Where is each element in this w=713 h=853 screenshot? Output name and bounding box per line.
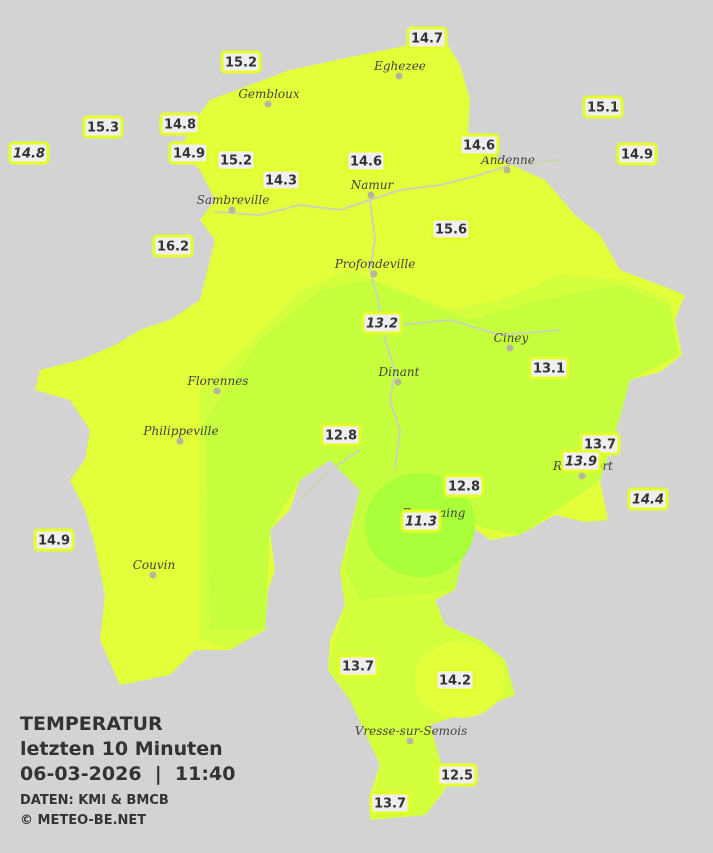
city-label: Florennes xyxy=(187,374,249,388)
station-box xyxy=(406,26,448,50)
city-dot xyxy=(395,72,403,80)
station-value: 14.8 xyxy=(164,118,196,133)
city-dot xyxy=(367,191,375,199)
station-box xyxy=(627,487,669,511)
city-dot xyxy=(503,166,511,174)
city-label: Vresse-sur-Semois xyxy=(355,724,468,738)
city-label: Profondeville xyxy=(334,257,416,271)
city-dot xyxy=(228,206,236,214)
station-box xyxy=(400,509,442,533)
station-box xyxy=(33,528,75,552)
station-value: 16.2 xyxy=(157,240,189,255)
station-value: 14.3 xyxy=(265,174,297,189)
station-value: 14.6 xyxy=(350,155,382,170)
city-dot xyxy=(394,378,402,386)
station-value: 13.7 xyxy=(584,438,616,453)
station-box xyxy=(430,217,472,241)
station-box xyxy=(443,474,485,498)
station-box xyxy=(560,449,602,473)
station-box xyxy=(168,141,210,165)
station-box xyxy=(528,356,570,380)
station-box xyxy=(215,148,257,172)
legend-datetime: 06-03-2026 | 11:40 xyxy=(20,763,235,785)
station-box xyxy=(159,112,201,136)
station-value: 15.6 xyxy=(435,223,467,238)
station-box xyxy=(616,142,658,166)
station-box xyxy=(436,763,478,787)
station-box xyxy=(82,115,124,139)
station-value: 15.2 xyxy=(220,154,252,169)
station-value: 15.3 xyxy=(87,121,119,136)
station-value: 13.9 xyxy=(565,455,597,470)
station-value: 14.6 xyxy=(463,139,495,154)
station-box xyxy=(337,654,379,678)
station-value: 14.9 xyxy=(621,148,653,163)
city-dot xyxy=(264,100,272,108)
station-box xyxy=(361,311,403,335)
legend-source: DATEN: KMI & BMCB xyxy=(20,793,169,808)
city-label: Ciney xyxy=(494,331,529,345)
city-label: Eghezee xyxy=(373,59,426,73)
city-dot xyxy=(149,571,157,579)
station-value: 15.2 xyxy=(225,56,257,71)
city-label: Philippeville xyxy=(142,424,218,438)
city-label: Gembloux xyxy=(238,87,300,101)
station-value: 13.7 xyxy=(374,797,406,812)
station-value: 14.2 xyxy=(439,674,471,689)
station-value: 13.7 xyxy=(342,660,374,675)
station-value: 11.3 xyxy=(405,515,437,530)
station-value: 13.2 xyxy=(366,317,398,332)
city-label: Couvin xyxy=(133,558,175,572)
legend-title: TEMPERATUR xyxy=(20,713,163,735)
station-value: 14.4 xyxy=(632,493,664,508)
station-value: 14.9 xyxy=(38,534,70,549)
station-box xyxy=(260,168,302,192)
station-box xyxy=(220,50,262,74)
station-value: 13.1 xyxy=(533,362,565,377)
station-box xyxy=(345,149,387,173)
station-value: 14.9 xyxy=(173,147,205,162)
station-value: 15.1 xyxy=(587,101,619,116)
station-value: 14.7 xyxy=(411,32,443,47)
city-label: Namur xyxy=(350,178,395,192)
station-value: 14.8 xyxy=(13,147,45,162)
station-value: 12.8 xyxy=(448,480,480,495)
station-value: 12.5 xyxy=(441,769,473,784)
station-box xyxy=(458,133,500,157)
station-box xyxy=(369,791,411,815)
city-label: Sambreville xyxy=(197,193,270,207)
station-value: 12.8 xyxy=(325,429,357,444)
city-dot xyxy=(213,387,221,395)
station-box xyxy=(152,234,194,258)
station-box xyxy=(320,423,362,447)
legend-copyright: © METEO-BE.NET xyxy=(20,813,146,828)
city-label: Dinant xyxy=(378,365,420,379)
city-dot xyxy=(578,472,586,480)
city-dot xyxy=(370,270,378,278)
city-dot xyxy=(176,437,184,445)
city-dot xyxy=(406,737,414,745)
city-dot xyxy=(506,344,514,352)
station-box xyxy=(582,95,624,119)
station-box xyxy=(8,141,50,165)
station-box xyxy=(434,668,476,692)
legend-period: letzten 10 Minuten xyxy=(20,738,223,760)
river xyxy=(214,159,561,501)
